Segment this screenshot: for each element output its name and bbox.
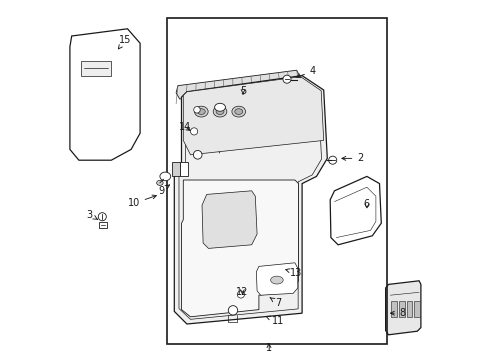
Text: 14: 14 xyxy=(178,122,190,132)
Bar xyxy=(413,301,419,317)
Text: 10: 10 xyxy=(127,195,156,208)
Ellipse shape xyxy=(160,172,170,181)
Text: 11: 11 xyxy=(266,316,284,327)
Circle shape xyxy=(328,156,336,164)
Polygon shape xyxy=(181,180,298,317)
Ellipse shape xyxy=(216,109,224,114)
Bar xyxy=(398,301,404,317)
Polygon shape xyxy=(176,70,300,99)
Text: 5: 5 xyxy=(240,86,245,96)
Text: 12: 12 xyxy=(236,287,248,297)
Bar xyxy=(99,222,107,228)
Ellipse shape xyxy=(270,276,283,284)
Polygon shape xyxy=(329,176,381,245)
Bar xyxy=(171,162,179,176)
Bar xyxy=(179,162,187,176)
Circle shape xyxy=(98,213,106,221)
Text: 9: 9 xyxy=(158,185,169,196)
Polygon shape xyxy=(70,29,140,160)
Ellipse shape xyxy=(234,109,242,114)
Circle shape xyxy=(228,306,237,315)
Ellipse shape xyxy=(213,106,226,117)
Circle shape xyxy=(283,75,290,83)
Ellipse shape xyxy=(156,180,163,185)
Circle shape xyxy=(193,150,202,159)
Polygon shape xyxy=(174,76,326,324)
Ellipse shape xyxy=(197,109,205,114)
Bar xyxy=(406,301,411,317)
Polygon shape xyxy=(183,77,323,155)
Text: 4: 4 xyxy=(296,66,315,78)
Polygon shape xyxy=(385,281,420,335)
Polygon shape xyxy=(256,263,297,295)
Polygon shape xyxy=(202,191,257,248)
Ellipse shape xyxy=(231,106,245,117)
Text: 3: 3 xyxy=(86,210,97,220)
Ellipse shape xyxy=(194,106,208,117)
Circle shape xyxy=(190,128,197,135)
Circle shape xyxy=(193,107,200,113)
Text: 13: 13 xyxy=(285,267,302,278)
Text: 6: 6 xyxy=(363,199,369,209)
Bar xyxy=(390,301,396,317)
Text: 15: 15 xyxy=(118,35,131,49)
Text: 7: 7 xyxy=(269,298,281,308)
Text: 2: 2 xyxy=(341,153,363,163)
Text: 1: 1 xyxy=(265,343,271,353)
Ellipse shape xyxy=(214,103,225,111)
Text: 8: 8 xyxy=(390,308,405,318)
Bar xyxy=(167,18,386,344)
Circle shape xyxy=(237,291,244,298)
Polygon shape xyxy=(81,61,111,76)
